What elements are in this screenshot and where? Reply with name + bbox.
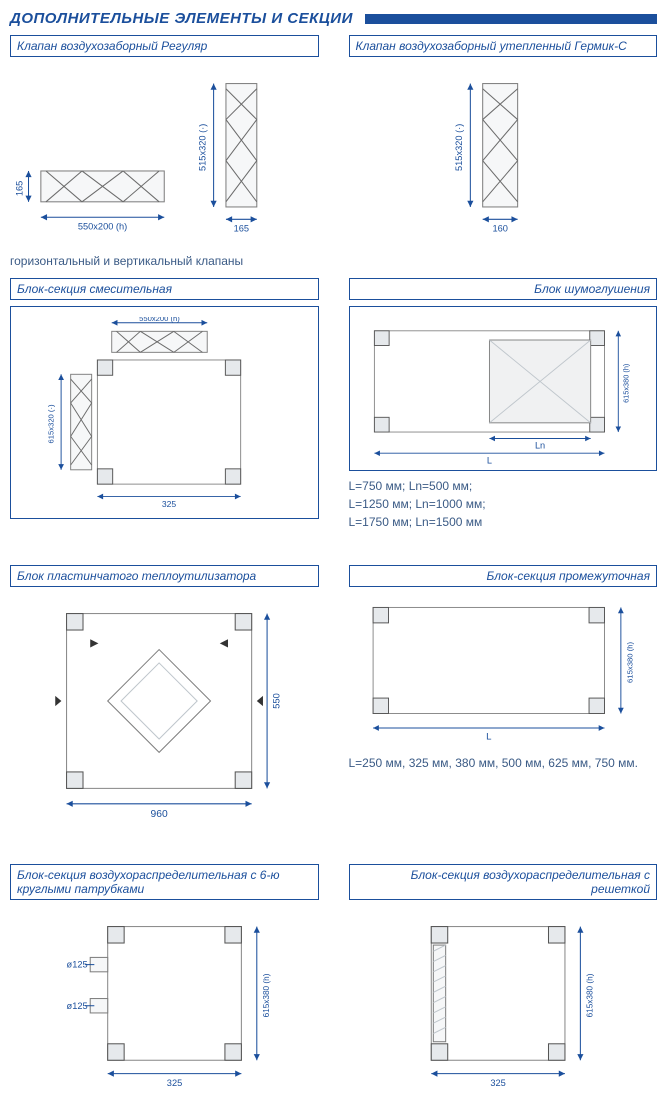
dim-label: ø125 [67, 960, 88, 970]
diagram: 550x200 (h) 165 [10, 63, 319, 248]
caption: горизонтальный и вертикальный клапаны [10, 254, 319, 268]
cell-klapan-regulyar: Клапан воздухозаборный Регуляр 550x200 [10, 35, 319, 268]
diagram: Ln L 615x380 (h) [349, 306, 658, 471]
cell-title: Блок-секция промежуточная [349, 565, 658, 587]
dim-label: 615x380 (h) [621, 364, 630, 403]
dim-label: L [486, 732, 492, 743]
dim-label: ø125 [67, 1001, 88, 1011]
dim-label: 325 [162, 499, 177, 508]
cell-grille: Блок-секция воздухораспределительная с р… [349, 864, 658, 1091]
cell-title: Клапан воздухозаборный Регуляр [10, 35, 319, 57]
page-title: ДОПОЛНИТЕЛЬНЫЕ ЭЛЕМЕНТЫ И СЕКЦИИ [10, 10, 353, 27]
dim-label: 550x200 (h) [78, 222, 127, 232]
dim-label: 615x380 (h) [625, 642, 634, 684]
dim-label: 960 [151, 810, 168, 821]
dim-label: 615x380 (h) [262, 973, 271, 1017]
cell-klapan-germik: Клапан воздухозаборный утепленный Гермик… [349, 35, 658, 268]
dim-label: 325 [490, 1078, 505, 1088]
dim-label: 615x320 (·) [46, 404, 55, 443]
cell-title: Блок-секция воздухораспределительная с р… [349, 864, 658, 900]
dim-label: 515x320 (·) [454, 124, 464, 171]
dim-label: 550 [271, 694, 281, 709]
cell-shumoglusheniya: Блок шумоглушения Ln [349, 278, 658, 531]
diagram: 325 615x380 (h) [349, 906, 658, 1091]
diagram: 515x320 (·) 160 [349, 63, 658, 248]
diagram: ø125 ø125 325 615x380 (h) [10, 906, 319, 1091]
dim-label: 165 [234, 224, 249, 234]
dim-label: L [486, 455, 491, 464]
diagram: 550x200 (h) 615x320 (·) [10, 306, 319, 519]
dim-label: 515x320 (·) [197, 124, 207, 171]
dim-label: 165 [14, 181, 24, 196]
dim-label: Ln [534, 441, 544, 451]
dims-text: L=250 мм, 325 мм, 380 мм, 500 мм, 625 мм… [349, 754, 658, 772]
cell-smesitelnaya: Блок-секция смесительная 550x200 (h) [10, 278, 319, 531]
dim-label: 550x200 (h) [139, 317, 180, 323]
diagram: 960 550 [10, 593, 319, 830]
cell-title: Блок-секция смесительная [10, 278, 319, 300]
dims-text: L=750 мм; Ln=500 мм; L=1250 мм; Ln=1000 … [349, 477, 658, 531]
cell-title: Блок шумоглушения [349, 278, 658, 300]
dim-label: 615x380 (h) [585, 973, 594, 1017]
cell-title: Блок-секция воздухораспределительная с 6… [10, 864, 319, 900]
header-bar [365, 14, 657, 24]
cell-round-outlets: Блок-секция воздухораспределительная с 6… [10, 864, 319, 1091]
dim-label: 325 [167, 1078, 182, 1088]
dim-label: 160 [492, 224, 507, 234]
cell-promezhutochnaya: Блок-секция промежуточная L 615x380 (h) [349, 565, 658, 830]
cell-title: Блок пластинчатого теплоутилизатора [10, 565, 319, 587]
cell-teploutilizator: Блок пластинчатого теплоутилизатора [10, 565, 319, 830]
cell-title: Клапан воздухозаборный утепленный Гермик… [349, 35, 658, 57]
diagram: L 615x380 (h) [349, 593, 658, 747]
